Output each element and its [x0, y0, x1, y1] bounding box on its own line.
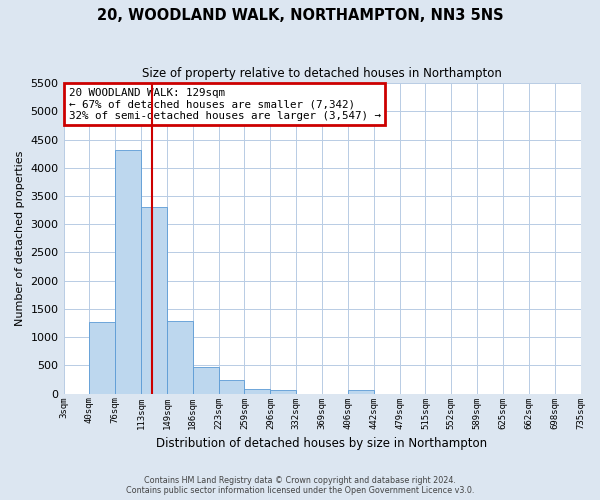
- Bar: [244, 388, 271, 394]
- X-axis label: Distribution of detached houses by size in Northampton: Distribution of detached houses by size …: [157, 437, 488, 450]
- Title: Size of property relative to detached houses in Northampton: Size of property relative to detached ho…: [142, 68, 502, 80]
- Bar: [115, 150, 141, 394]
- Bar: [193, 366, 218, 394]
- Bar: [348, 390, 374, 394]
- Y-axis label: Number of detached properties: Number of detached properties: [15, 150, 25, 326]
- Text: 20, WOODLAND WALK, NORTHAMPTON, NN3 5NS: 20, WOODLAND WALK, NORTHAMPTON, NN3 5NS: [97, 8, 503, 22]
- Bar: [89, 322, 115, 394]
- Text: 20 WOODLAND WALK: 129sqm
← 67% of detached houses are smaller (7,342)
32% of sem: 20 WOODLAND WALK: 129sqm ← 67% of detach…: [69, 88, 381, 121]
- Bar: [271, 390, 296, 394]
- Bar: [141, 208, 167, 394]
- Bar: [167, 321, 193, 394]
- Bar: [218, 380, 244, 394]
- Text: Contains HM Land Registry data © Crown copyright and database right 2024.
Contai: Contains HM Land Registry data © Crown c…: [126, 476, 474, 495]
